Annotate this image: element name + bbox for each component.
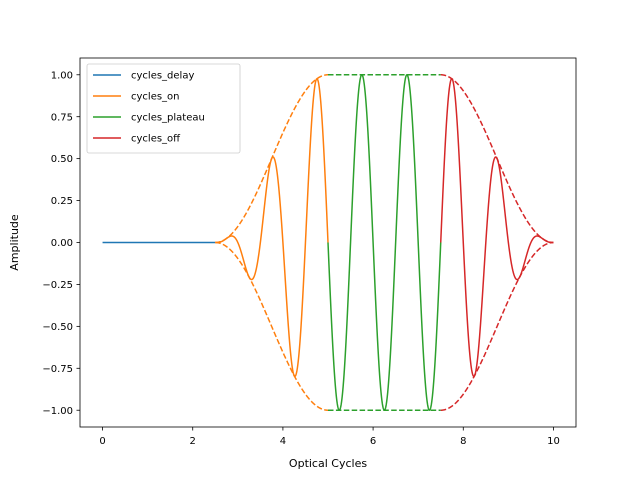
y-axis-label: Amplitude [8, 214, 21, 271]
legend-label-cycles_delay: cycles_delay [131, 71, 194, 82]
x-tick-label: 2 [190, 436, 196, 447]
x-tick-label: 10 [547, 436, 560, 447]
y-tick-label: 0.75 [51, 112, 73, 123]
y-tick-label: −0.75 [42, 364, 73, 375]
cycles_on-line [215, 78, 329, 378]
legend-label-cycles_on: cycles_on [131, 92, 180, 103]
y-tick-label: 0.00 [51, 238, 73, 249]
legend: cycles_delay cycles_on cycles_plateaucycle… [86, 63, 241, 154]
y-tick-label: −0.25 [42, 280, 73, 291]
y-tick-label: 0.25 [51, 196, 73, 207]
cycles_off-lower-envelope [440, 241, 554, 411]
y-tick-label: −0.50 [42, 322, 73, 333]
x-tick-label: 0 [99, 436, 105, 447]
y-tick-label: −1.00 [42, 406, 73, 417]
legend-label-cycles_off: cycles_off [131, 134, 181, 145]
cycles_off-line [439, 78, 554, 378]
x-tick-label: 8 [460, 436, 466, 447]
y-axis-ticks: −1.00 −0.75 −0.50 −0.25 0.00 0.25 0.50 0.75 1.00 [42, 70, 80, 417]
x-axis-label: Optical Cycles [289, 457, 367, 470]
cycles_plateau-line [327, 73, 442, 412]
series-layer [102, 73, 554, 412]
x-tick-label: 4 [280, 436, 286, 447]
x-axis-ticks: 0 2 4 6 8 10 [99, 427, 560, 447]
legend-label-cycles_plateau: cycles_plateau [131, 113, 205, 124]
x-tick-label: 6 [370, 436, 376, 447]
legend-box [86, 63, 241, 154]
y-tick-label: 0.50 [51, 154, 73, 165]
y-tick-label: 1.00 [51, 70, 73, 81]
cycles_on-lower-envelope [215, 241, 328, 411]
